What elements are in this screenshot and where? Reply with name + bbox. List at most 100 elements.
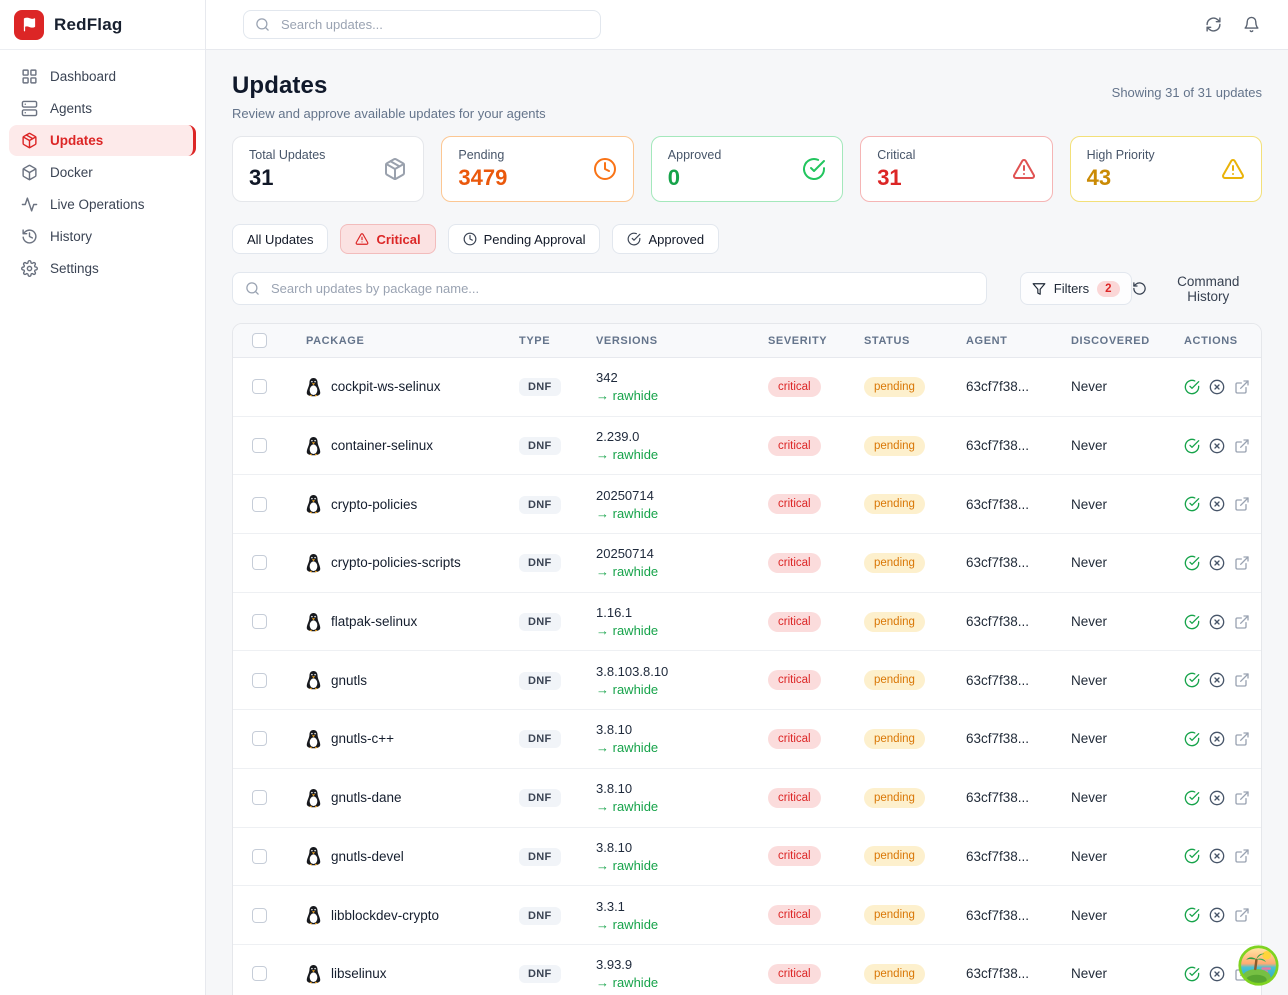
- row-checkbox[interactable]: [252, 790, 267, 806]
- approve-icon[interactable]: [1184, 731, 1200, 747]
- approve-icon[interactable]: [1184, 438, 1200, 454]
- filter-tab-critical[interactable]: Critical: [340, 224, 436, 254]
- external-link-icon[interactable]: [1234, 907, 1250, 923]
- page-subtitle: Review and approve available updates for…: [232, 106, 546, 121]
- sidebar-item-history[interactable]: History: [9, 221, 196, 252]
- row-checkbox[interactable]: [252, 438, 267, 454]
- island-widget-button[interactable]: [1238, 945, 1279, 986]
- row-checkbox[interactable]: [252, 848, 267, 864]
- table-row: libblockdev-crypto DNF 3.3.1 → rawhide c…: [233, 886, 1261, 945]
- dismiss-icon[interactable]: [1209, 438, 1225, 454]
- version-target: → rawhide: [596, 681, 659, 697]
- dismiss-icon[interactable]: [1209, 614, 1225, 630]
- external-link-icon[interactable]: [1234, 790, 1250, 806]
- bell-icon[interactable]: [1243, 16, 1260, 33]
- agent-id: 63cf7f38...: [966, 731, 1030, 747]
- sidebar-item-updates[interactable]: Updates: [9, 125, 196, 156]
- external-link-icon[interactable]: [1234, 379, 1250, 395]
- row-checkbox[interactable]: [252, 496, 267, 512]
- activity-icon: [21, 196, 38, 213]
- agent-id: 63cf7f38...: [966, 438, 1030, 454]
- col-severity: SEVERITY: [768, 334, 828, 347]
- sidebar-item-agents[interactable]: Agents: [9, 93, 196, 124]
- status-badge: pending: [864, 787, 925, 808]
- approve-icon[interactable]: [1184, 672, 1200, 688]
- funnel-icon: [1032, 282, 1046, 296]
- approve-icon[interactable]: [1184, 614, 1200, 630]
- sidebar-item-docker[interactable]: Docker: [9, 157, 196, 188]
- clock-icon: [463, 232, 477, 246]
- status-badge: pending: [864, 846, 925, 867]
- main-content: Updates Review and approve available upd…: [206, 50, 1288, 995]
- approve-icon[interactable]: [1184, 907, 1200, 923]
- agent-id: 63cf7f38...: [966, 555, 1030, 571]
- agent-id: 63cf7f38...: [966, 966, 1030, 982]
- global-search: [243, 10, 601, 39]
- external-link-icon[interactable]: [1234, 555, 1250, 571]
- dismiss-icon[interactable]: [1209, 848, 1225, 864]
- filter-tab-approved[interactable]: Approved: [612, 224, 720, 254]
- row-checkbox[interactable]: [252, 379, 267, 395]
- external-link-icon[interactable]: [1234, 848, 1250, 864]
- external-link-icon[interactable]: [1234, 438, 1250, 454]
- sidebar-item-settings[interactable]: Settings: [9, 253, 196, 284]
- sidebar-item-dashboard[interactable]: Dashboard: [9, 61, 196, 92]
- approve-icon[interactable]: [1184, 496, 1200, 512]
- discovered-value: Never: [1071, 614, 1108, 630]
- col-type: TYPE: [519, 334, 551, 347]
- global-search-input[interactable]: [279, 16, 589, 33]
- row-checkbox[interactable]: [252, 966, 267, 982]
- package-search-input[interactable]: [269, 280, 974, 297]
- check-circle-icon: [802, 157, 826, 181]
- approve-icon[interactable]: [1184, 966, 1200, 982]
- stat-value: 31: [249, 164, 274, 190]
- arrow-icon: →: [596, 857, 609, 873]
- stat-label: Total Updates: [249, 147, 326, 162]
- dismiss-icon[interactable]: [1209, 966, 1225, 982]
- approve-icon[interactable]: [1184, 848, 1200, 864]
- status-badge: pending: [864, 963, 925, 984]
- status-badge: pending: [864, 435, 925, 456]
- dismiss-icon[interactable]: [1209, 790, 1225, 806]
- external-link-icon[interactable]: [1234, 496, 1250, 512]
- linux-penguin-icon: [306, 494, 321, 514]
- external-link-icon[interactable]: [1234, 731, 1250, 747]
- external-link-icon[interactable]: [1234, 672, 1250, 688]
- status-badge: pending: [864, 376, 925, 397]
- command-history-button[interactable]: Command History: [1132, 274, 1262, 304]
- discovered-value: Never: [1071, 731, 1108, 747]
- stat-card-high-priority: High Priority 43: [1069, 136, 1262, 202]
- row-checkbox[interactable]: [252, 614, 267, 630]
- select-all-checkbox[interactable]: [252, 333, 267, 348]
- filter-tab-pending-approval[interactable]: Pending Approval: [447, 224, 601, 254]
- status-badge: pending: [864, 905, 925, 926]
- discovered-value: Never: [1071, 672, 1108, 688]
- dismiss-icon[interactable]: [1209, 907, 1225, 923]
- row-checkbox[interactable]: [252, 555, 267, 571]
- row-checkbox[interactable]: [252, 731, 267, 747]
- approve-icon[interactable]: [1184, 555, 1200, 571]
- dismiss-icon[interactable]: [1209, 731, 1225, 747]
- filter-tab-all-updates[interactable]: All Updates: [232, 224, 329, 254]
- filters-button[interactable]: Filters 2: [1019, 272, 1132, 305]
- package-name: libselinux: [331, 966, 387, 982]
- dismiss-icon[interactable]: [1209, 379, 1225, 395]
- grid-icon: [21, 68, 38, 85]
- stat-value: 0: [667, 164, 681, 190]
- sidebar-item-live-operations[interactable]: Live Operations: [9, 189, 196, 220]
- external-link-icon[interactable]: [1234, 614, 1250, 630]
- approve-icon[interactable]: [1184, 790, 1200, 806]
- dismiss-icon[interactable]: [1209, 672, 1225, 688]
- approve-icon[interactable]: [1184, 379, 1200, 395]
- dismiss-icon[interactable]: [1209, 496, 1225, 512]
- dismiss-icon[interactable]: [1209, 555, 1225, 571]
- table-row: libselinux DNF 3.93.9 → rawhide critical…: [233, 944, 1261, 995]
- col-discovered: DISCOVERED: [1071, 334, 1150, 347]
- row-checkbox[interactable]: [252, 907, 267, 923]
- arrow-icon: →: [596, 975, 609, 991]
- row-checkbox[interactable]: [252, 672, 267, 688]
- refresh-icon[interactable]: [1205, 16, 1222, 33]
- stat-label: Critical: [877, 147, 916, 162]
- linux-penguin-icon: [306, 670, 321, 690]
- package-name: container-selinux: [331, 438, 434, 454]
